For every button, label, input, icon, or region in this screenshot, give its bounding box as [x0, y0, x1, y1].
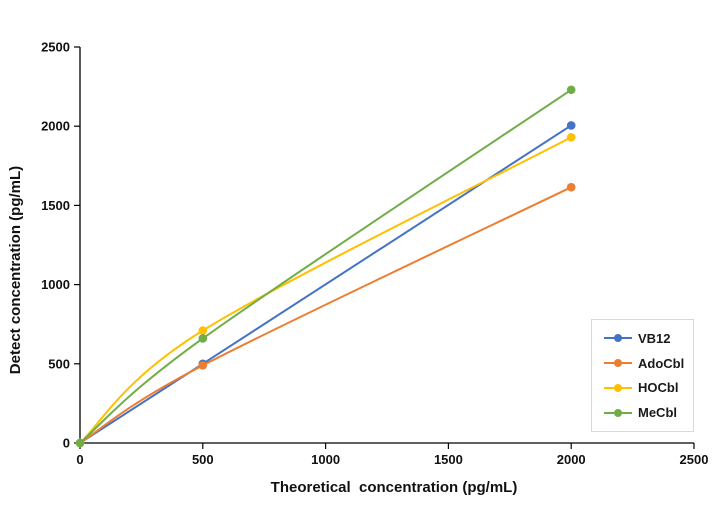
marker-AdoCbl: [566, 182, 576, 192]
x-tick-label: 2500: [680, 452, 709, 467]
legend-item: MeCbl: [604, 406, 693, 419]
x-axis-title: Theoretical concentration (pg/mL): [270, 479, 518, 496]
legend-marker-icon: [604, 408, 632, 417]
legend-marker-icon: [604, 383, 632, 392]
y-tick-label: 1000: [41, 277, 70, 292]
legend-marker-icon: [604, 359, 632, 368]
marker-MeCbl: [198, 334, 208, 343]
x-tick-label: 500: [192, 452, 214, 467]
series-line-MeCbl: [79, 88, 573, 444]
x-tick-label: 0: [76, 452, 83, 467]
legend-item-label: VB12: [638, 330, 671, 346]
y-tick-label: 2000: [41, 119, 70, 134]
marker-MeCbl: [75, 438, 85, 448]
legend-item: AdoCbl: [604, 357, 693, 370]
y-axis-title: Detect concentration (pg/mL): [7, 165, 24, 375]
x-tick-label: 2000: [557, 452, 586, 467]
y-tick-label: 500: [48, 356, 70, 371]
marker-HOCbl: [198, 326, 208, 335]
series-line-HOCbl: [79, 136, 573, 444]
y-tick-label: 1500: [41, 198, 70, 213]
marker-MeCbl: [566, 85, 576, 95]
marker-AdoCbl: [198, 361, 208, 370]
x-tick-label: 1000: [311, 452, 340, 467]
legend-marker-icon: [604, 334, 632, 343]
legend: VB12 AdoCbl HOCbl MeCbl: [591, 319, 694, 432]
y-tick-label: 2500: [41, 40, 70, 55]
legend-item-label: MeCbl: [638, 405, 677, 421]
marker-HOCbl: [566, 132, 576, 142]
series-line-VB12: [79, 124, 573, 444]
marker-VB12: [566, 121, 576, 130]
y-tick-label: 0: [63, 436, 70, 451]
legend-item: VB12: [604, 332, 693, 345]
legend-item-label: HOCbl: [638, 380, 679, 396]
legend-item-label: AdoCbl: [638, 355, 685, 371]
legend-item: HOCbl: [604, 381, 693, 394]
series-line-AdoCbl: [79, 186, 573, 444]
x-tick-label: 1500: [434, 452, 463, 467]
